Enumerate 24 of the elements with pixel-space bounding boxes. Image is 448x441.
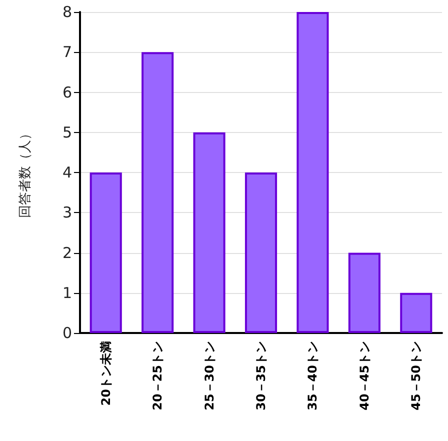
x-tick-label: 45－50トン [409, 341, 424, 410]
y-tick-label: 7 [62, 43, 72, 62]
y-tick-label: 2 [62, 244, 72, 262]
x-tick-label: 20トン未満 [98, 341, 113, 406]
x-tick-label: 25－30トン [202, 341, 216, 410]
bar [193, 132, 226, 333]
y-tick-label: 4 [62, 164, 72, 182]
bar [348, 252, 380, 333]
x-tick-label: 40－45トン [357, 341, 372, 410]
x-tick-label: 30－35トン [254, 341, 268, 410]
y-tick-label: 1 [62, 284, 72, 302]
bar [244, 172, 278, 333]
y-axis-title: 回答者数（人） [18, 127, 33, 218]
y-tick-label: 5 [62, 123, 72, 142]
bar [400, 292, 432, 333]
y-tick-label: 8 [62, 3, 72, 21]
x-tick-label: 20－25トン [150, 341, 165, 410]
bar [90, 172, 122, 333]
y-tick-label: 0 [62, 324, 72, 342]
y-tick-label: 3 [62, 204, 72, 222]
bar [296, 12, 329, 333]
y-tick-label: 6 [62, 83, 72, 102]
bar [142, 52, 174, 333]
x-tick-label: 35－40トン [306, 341, 320, 410]
